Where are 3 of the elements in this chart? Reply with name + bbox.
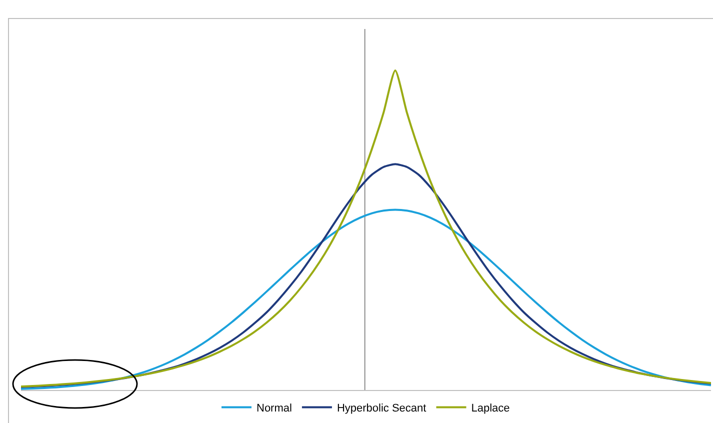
legend-label: Normal [256, 402, 292, 415]
legend-label: Hyperbolic Secant [336, 402, 426, 415]
legend-label: Laplace [471, 402, 510, 415]
